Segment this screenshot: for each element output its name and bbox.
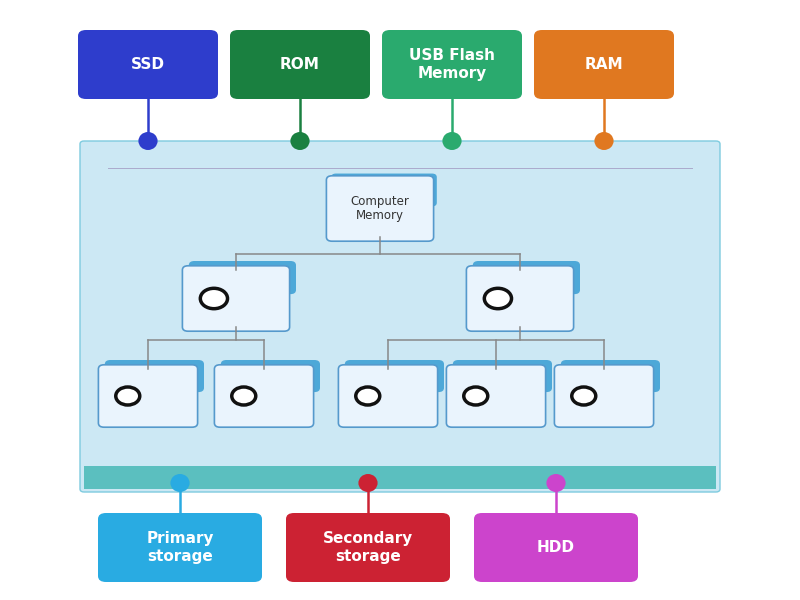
FancyBboxPatch shape <box>446 365 546 427</box>
Ellipse shape <box>290 132 310 150</box>
Ellipse shape <box>138 132 158 150</box>
FancyBboxPatch shape <box>189 261 296 294</box>
Text: USB Flash
Memory: USB Flash Memory <box>409 48 495 81</box>
Circle shape <box>232 387 256 405</box>
FancyBboxPatch shape <box>326 176 434 241</box>
FancyBboxPatch shape <box>331 173 437 206</box>
Text: SSD: SSD <box>131 57 165 72</box>
Ellipse shape <box>358 474 378 492</box>
Circle shape <box>116 387 140 405</box>
Circle shape <box>464 387 488 405</box>
FancyBboxPatch shape <box>382 30 522 99</box>
FancyBboxPatch shape <box>561 360 660 392</box>
FancyBboxPatch shape <box>80 141 720 492</box>
Text: ROM: ROM <box>280 57 320 72</box>
FancyBboxPatch shape <box>338 365 438 427</box>
FancyBboxPatch shape <box>230 30 370 99</box>
Text: HDD: HDD <box>537 540 575 555</box>
FancyBboxPatch shape <box>453 360 552 392</box>
FancyBboxPatch shape <box>466 266 574 331</box>
Ellipse shape <box>170 474 190 492</box>
Ellipse shape <box>546 474 566 492</box>
FancyBboxPatch shape <box>474 513 638 582</box>
Circle shape <box>572 387 596 405</box>
Ellipse shape <box>442 132 462 150</box>
FancyBboxPatch shape <box>98 365 198 427</box>
FancyBboxPatch shape <box>221 360 320 392</box>
FancyBboxPatch shape <box>554 365 654 427</box>
FancyBboxPatch shape <box>78 30 218 99</box>
FancyBboxPatch shape <box>182 266 290 331</box>
FancyBboxPatch shape <box>105 360 204 392</box>
FancyBboxPatch shape <box>84 466 716 489</box>
Circle shape <box>356 387 380 405</box>
FancyBboxPatch shape <box>534 30 674 99</box>
Text: RAM: RAM <box>585 57 623 72</box>
Circle shape <box>200 288 227 308</box>
Text: Secondary
storage: Secondary storage <box>323 532 413 564</box>
FancyBboxPatch shape <box>473 261 580 294</box>
Ellipse shape <box>594 132 614 150</box>
FancyBboxPatch shape <box>214 365 314 427</box>
Text: Computer
Memory: Computer Memory <box>350 194 410 223</box>
Text: Primary
storage: Primary storage <box>146 532 214 564</box>
Circle shape <box>484 288 511 308</box>
FancyBboxPatch shape <box>345 360 444 392</box>
FancyBboxPatch shape <box>98 513 262 582</box>
FancyBboxPatch shape <box>286 513 450 582</box>
